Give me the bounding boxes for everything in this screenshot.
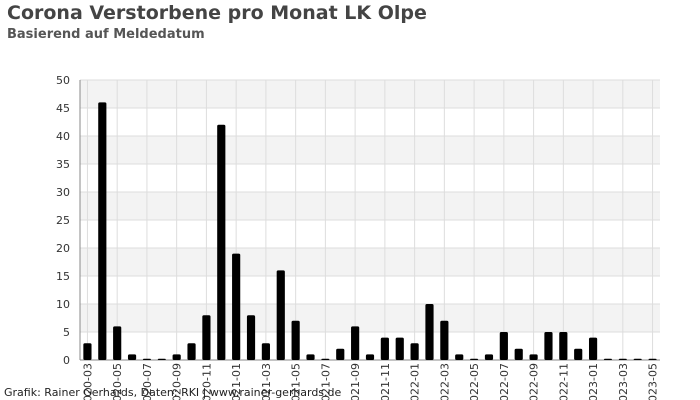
bar-2022-09 (529, 354, 538, 360)
bar-2020-09 (172, 354, 181, 360)
background-bands (80, 80, 660, 332)
bar-2021-04 (276, 270, 285, 360)
y-tick-label: 50 (56, 74, 70, 87)
bar-2023-04 (633, 358, 642, 360)
bar-2021-01 (232, 253, 241, 360)
bar-2020-10 (187, 343, 196, 360)
y-tick-label: 40 (56, 130, 70, 143)
y-tick-label: 5 (63, 326, 70, 339)
y-axis-ticks: 0 5 10 15 20 25 30 35 40 45 50 (56, 74, 70, 367)
bar-2020-05 (113, 326, 122, 360)
bar-2020-11 (202, 315, 211, 360)
bar-2021-12 (395, 337, 404, 360)
grid-band (80, 192, 660, 220)
x-tick-label: 2020-07 (141, 363, 154, 400)
bar-2022-11 (559, 332, 568, 360)
grid-band (80, 304, 660, 332)
bar-2022-02 (425, 304, 434, 360)
x-tick-label: 2020-09 (171, 363, 184, 400)
bar-2021-02 (246, 315, 256, 360)
bar-2021-11 (380, 337, 389, 360)
x-tick-label: 2022-11 (557, 363, 570, 400)
y-tick-label: 0 (63, 354, 70, 367)
bar-2022-01 (410, 343, 419, 360)
x-tick-label: 2021-07 (319, 363, 332, 400)
bar-2022-06 (484, 354, 494, 360)
bar-2021-06 (306, 354, 315, 360)
source-credit: Grafik: Rainer Gerhards, Daten: RKI | ww… (4, 386, 342, 399)
x-tick-label: 2022-05 (468, 363, 481, 400)
grid-band (80, 248, 660, 276)
bar-2021-03 (261, 343, 270, 360)
bar-2023-01 (588, 337, 598, 360)
grid-band (80, 80, 660, 108)
bar-2022-12 (574, 348, 583, 360)
y-tick-label: 25 (56, 214, 70, 227)
x-tick-label: 2020-11 (200, 363, 213, 400)
x-axis-ticks: 2020-03 2020-05 2020-07 2020-09 2020-11 2021-… (81, 363, 659, 400)
x-tick-label: 2021-05 (290, 363, 303, 400)
bar-2022-05 (470, 358, 479, 360)
bar-2022-10 (544, 332, 553, 360)
grid-band (80, 136, 660, 164)
bar-2021-07 (321, 358, 330, 360)
x-tick-label: 2023-03 (617, 363, 630, 400)
bar-2021-09 (351, 326, 360, 360)
bar-2021-08 (336, 348, 345, 360)
bars (83, 102, 657, 361)
bar-2020-08 (157, 358, 166, 360)
y-tick-label: 10 (56, 298, 70, 311)
x-tick-label: 2021-03 (260, 363, 273, 400)
x-tick-label: 2020-03 (81, 363, 94, 400)
x-tick-label: 2023-01 (587, 363, 600, 400)
bar-2023-03 (618, 358, 627, 360)
bar-2022-04 (455, 354, 464, 360)
y-tick-label: 30 (56, 186, 70, 199)
y-tick-label: 20 (56, 242, 70, 255)
x-tick-label: 2020-05 (111, 363, 124, 400)
bar-2023-02 (603, 358, 613, 360)
x-tick-label: 2022-01 (409, 363, 422, 400)
bar-2020-04 (98, 102, 107, 361)
y-tick-label: 35 (56, 158, 70, 171)
bar-2022-08 (514, 348, 523, 360)
x-tick-label: 2022-03 (438, 363, 451, 400)
bar-2020-12 (217, 124, 226, 360)
x-tick-label: 2022-07 (498, 363, 511, 400)
x-tick-label: 2023-05 (647, 363, 660, 400)
chart-title: Corona Verstorbene pro Monat LK Olpe (7, 2, 427, 24)
bar-2020-06 (127, 354, 137, 360)
y-tick-label: 45 (56, 102, 70, 115)
bar-2021-10 (365, 354, 375, 360)
bar-2022-03 (440, 320, 449, 360)
bar-2023-05 (648, 358, 657, 360)
x-tick-label: 2021-11 (379, 363, 392, 400)
bar-2020-07 (142, 358, 152, 360)
x-tick-label: 2021-09 (349, 363, 362, 400)
bar-2020-03 (83, 343, 92, 360)
chart-subtitle: Basierend auf Meldedatum (7, 27, 205, 42)
bar-2021-05 (291, 320, 300, 360)
x-tick-label: 2021-01 (230, 363, 243, 400)
bar-2022-07 (499, 332, 508, 360)
y-tick-label: 15 (56, 270, 70, 283)
x-tick-label: 2022-09 (528, 363, 541, 400)
